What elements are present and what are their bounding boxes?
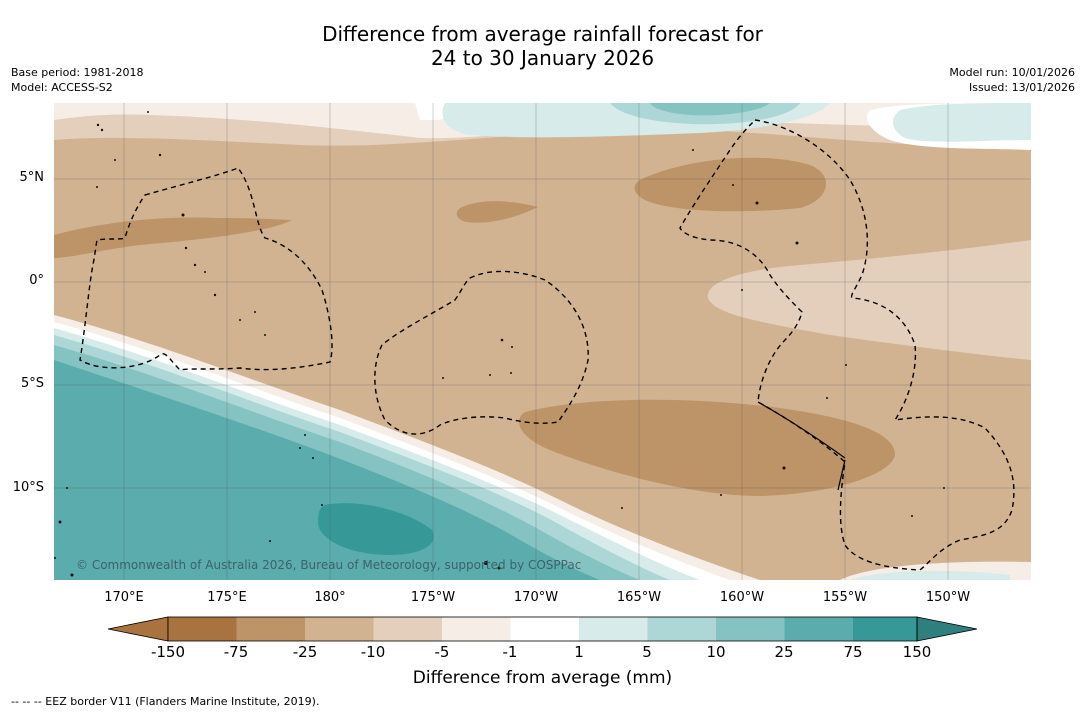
colorbar	[107, 616, 978, 642]
lon-label-175w: 175°W	[410, 590, 456, 605]
lat-label-5n: 5°N	[19, 170, 45, 185]
colorbar-label-9: 10	[706, 643, 726, 661]
colorbar-bin-4	[373, 617, 442, 641]
colorbar-bin-2	[236, 617, 305, 641]
colorbar-label-4: -10	[360, 643, 386, 661]
lat-label-5s: 5°S	[20, 376, 44, 391]
band-plus25	[54, 360, 600, 580]
title-line-2: 24 to 30 January 2026	[430, 46, 655, 70]
dry-patch-south-east	[518, 399, 895, 496]
colorbar-label-12: 150	[902, 643, 932, 661]
colorbar-bin-6	[510, 617, 579, 641]
dry-patch-west	[54, 217, 292, 258]
colorbar-label-8: 5	[642, 643, 652, 661]
colorbar-bin-10	[784, 617, 853, 641]
issued-date: Issued: 13/01/2026	[968, 81, 1075, 94]
model-run: Model run: 10/01/2026	[949, 66, 1075, 79]
eez-legend-note: -- -- -- EEZ border V11 (Flanders Marine…	[11, 695, 320, 708]
colorbar-label-1: -150	[150, 643, 186, 661]
band-plus75	[318, 503, 434, 555]
eez-borders	[79, 119, 1015, 571]
colorbar-label-5: -5	[434, 643, 450, 661]
dry-patch-central	[456, 201, 538, 223]
base-period: Base period: 1981-2018	[11, 66, 144, 79]
lon-label-150w: 150°W	[925, 590, 971, 605]
lat-label-0: 0°	[29, 273, 44, 288]
colorbar-label-2: -75	[223, 643, 249, 661]
colorbar-arrow-left	[107, 616, 169, 642]
copyright-notice: © Commonwealth of Australia 2026, Bureau…	[76, 558, 582, 572]
colorbar-bin-8	[647, 617, 716, 641]
colorbar-bin-7	[579, 617, 648, 641]
lon-label-170e: 170°E	[104, 590, 144, 605]
eez-solid-segments	[757, 401, 846, 491]
colorbar-label-10: 25	[774, 643, 794, 661]
islands	[54, 111, 945, 577]
dry-patch-north-east	[634, 157, 827, 212]
colorbar-frame	[167, 616, 918, 642]
lon-label-170w: 170°W	[513, 590, 559, 605]
lon-label-180: 180°	[314, 590, 346, 605]
colorbar-arrow-right	[916, 616, 978, 642]
east-light-region	[707, 240, 1031, 360]
model-name: Model: ACCESS-S2	[11, 81, 113, 94]
colorbar-label-3: -25	[292, 643, 318, 661]
title-line-1: Difference from average rainfall forecas…	[322, 22, 763, 46]
south-east-wet	[850, 570, 1010, 580]
lat-label-10s: 10°S	[12, 480, 44, 495]
grid-lines	[54, 103, 1031, 580]
colorbar-bin-5	[442, 617, 511, 641]
meta-right: Model run: 10/01/2026 Issued: 13/01/2026	[949, 65, 1075, 95]
colorbar-bin-11	[853, 617, 917, 641]
colorbar-bin-9	[716, 617, 785, 641]
colorbar-label-11: 75	[843, 643, 863, 661]
colorbar-label-7: 1	[574, 643, 584, 661]
lon-label-175e: 175°E	[207, 590, 247, 605]
lon-label-155w: 155°W	[822, 590, 868, 605]
colorbar-bin-1	[168, 617, 237, 641]
north-wet-patch-3	[650, 103, 770, 116]
colorbar-bin-3	[305, 617, 374, 641]
colorbar-label-6: -1	[502, 643, 518, 661]
meta-left: Base period: 1981-2018 Model: ACCESS-S2	[11, 65, 143, 95]
north-east-wet	[893, 103, 1031, 142]
eez-border-tuvalu	[79, 167, 333, 371]
lon-label-160w: 160°W	[719, 590, 765, 605]
chart-title: Difference from average rainfall forecas…	[0, 22, 1085, 70]
lon-label-165w: 165°W	[616, 590, 662, 605]
map-field	[54, 103, 1031, 580]
colorbar-title: Difference from average (mm)	[412, 668, 673, 688]
